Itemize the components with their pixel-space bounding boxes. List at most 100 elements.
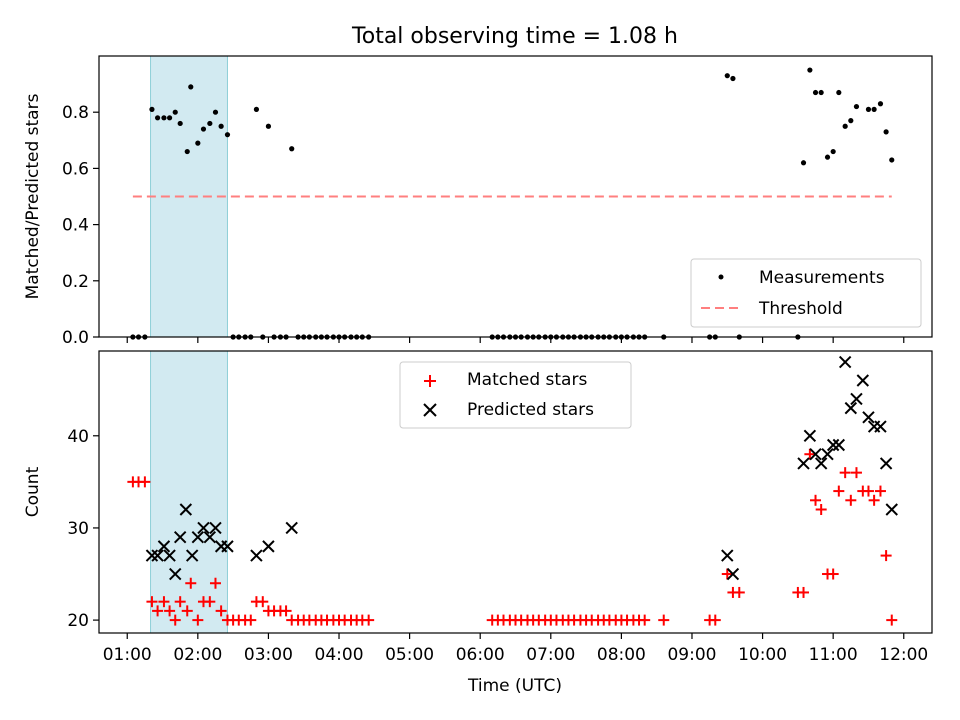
predicted-star-point: [809, 448, 822, 461]
xtick-label: 06:00: [456, 645, 505, 665]
xtick-label: 09:00: [667, 645, 716, 665]
predicted-star-point: [151, 549, 164, 562]
predicted-star-point: [221, 540, 234, 553]
bottom-legend: Matched stars Predicted stars: [399, 361, 632, 429]
predicted-star-point: [885, 503, 898, 516]
matched-star-point: [164, 605, 176, 617]
measurement-point: [207, 120, 213, 127]
measurement-point: [177, 120, 183, 127]
measurement-point: [149, 106, 155, 112]
matched-star-point: [146, 596, 158, 608]
bottom-legend-box: [399, 361, 632, 429]
predicted-star-point: [145, 549, 159, 562]
xtick-label: 10:00: [738, 645, 787, 665]
matched-star-point: [639, 614, 651, 626]
predicted-star-point: [250, 549, 263, 562]
predicted-star-point: [262, 540, 275, 553]
matched-star-point: [850, 467, 862, 479]
matched-star-point: [839, 467, 851, 479]
legend-measurements-marker: [718, 274, 724, 280]
predicted-star-point: [832, 438, 846, 452]
top-legend-box: [690, 258, 922, 328]
measurement-point: [848, 118, 854, 124]
legend-predicted-label: Predicted stars: [467, 400, 594, 420]
matched-star-point: [152, 605, 164, 617]
measurement-point: [224, 132, 231, 138]
measurement-point: [830, 148, 836, 155]
measurement-point: [289, 146, 295, 152]
matched-star-point: [174, 596, 186, 608]
predicted-star-point: [874, 420, 887, 433]
measurement-point: [812, 89, 819, 96]
measurement-point: [836, 89, 842, 96]
predicted-star-point: [197, 521, 210, 535]
measurement-point: [807, 67, 813, 73]
ytick-label: 0.8: [62, 103, 89, 123]
matched-star-point: [810, 494, 822, 506]
predicted-star-point: [821, 448, 834, 461]
matched-star-point: [880, 550, 892, 562]
bottom-panel: 20 30 40 01:00 02:00 03:00 04:00 05:00 06:00 07:…: [23, 350, 933, 696]
measurement-point: [818, 89, 824, 96]
predicted-star-point: [862, 411, 875, 424]
matched-star-point: [363, 614, 375, 626]
matched-star-point: [245, 614, 257, 626]
xtick-label: 07:00: [526, 645, 575, 665]
predicted-star-point: [157, 540, 171, 553]
matched-star-point: [874, 485, 886, 497]
matched-star-point: [827, 568, 839, 580]
matched-star-point: [204, 596, 216, 608]
predicted-star-point: [173, 530, 187, 544]
measurement-point: [218, 123, 224, 129]
measurement-point: [161, 115, 167, 121]
measurement-point: [172, 109, 178, 115]
measurement-point: [800, 160, 807, 166]
predicted-star-point: [803, 429, 817, 442]
chart-title: Total observing time = 1.08 h: [351, 24, 678, 49]
xtick-label: 02:00: [173, 645, 222, 665]
matched-star-point: [868, 494, 880, 506]
matched-star-point: [833, 485, 845, 497]
measurement-point: [154, 115, 161, 121]
bottom-axes-frame: [98, 350, 933, 634]
measurement-point: [166, 115, 173, 121]
bottom-shaded-span: [150, 350, 228, 634]
measurement-point: [889, 157, 895, 163]
predicted-star-point: [191, 530, 205, 544]
xtick-label: 12:00: [879, 645, 928, 665]
matched-star-point: [169, 614, 181, 626]
measurement-point: [724, 73, 730, 79]
xtick-label: 11:00: [809, 645, 858, 665]
xtick-label: 05:00: [385, 645, 434, 665]
ytick-label: 30: [67, 519, 89, 539]
predicted-star-point: [844, 401, 858, 415]
measurement-point: [195, 140, 201, 146]
xtick-label: 03:00: [244, 645, 293, 665]
legend-threshold-label: Threshold: [758, 299, 843, 319]
matched-star-point: [798, 586, 810, 598]
predicted-star-point: [179, 503, 193, 516]
measurement-point: [200, 126, 207, 132]
ytick-label: 0.0: [62, 328, 89, 348]
matched-star-point: [181, 605, 193, 617]
legend-measurements-label: Measurements: [759, 268, 885, 288]
predicted-star-point: [826, 438, 840, 452]
top-axes-frame: [98, 55, 933, 338]
legend-predicted-marker: [423, 403, 437, 417]
bottom-ylabel: Count: [23, 466, 43, 517]
measurement-point: [184, 148, 190, 155]
matched-star-point: [139, 476, 151, 488]
top-legend: Measurements Threshold: [690, 258, 922, 328]
predicted-star-point: [285, 521, 298, 535]
xtick-label: 08:00: [597, 645, 646, 665]
matched-star-point: [845, 494, 857, 506]
matched-star-point: [815, 504, 827, 516]
bottom-xlabel: Time (UTC): [467, 676, 562, 696]
predicted-star-point: [203, 530, 217, 544]
measurement-point: [253, 106, 260, 112]
matched-star-point: [886, 614, 898, 626]
predicted-star-point: [814, 457, 828, 470]
matched-star-point: [158, 596, 170, 608]
matched-star-point: [215, 605, 227, 617]
predicted-star-point: [163, 549, 176, 562]
